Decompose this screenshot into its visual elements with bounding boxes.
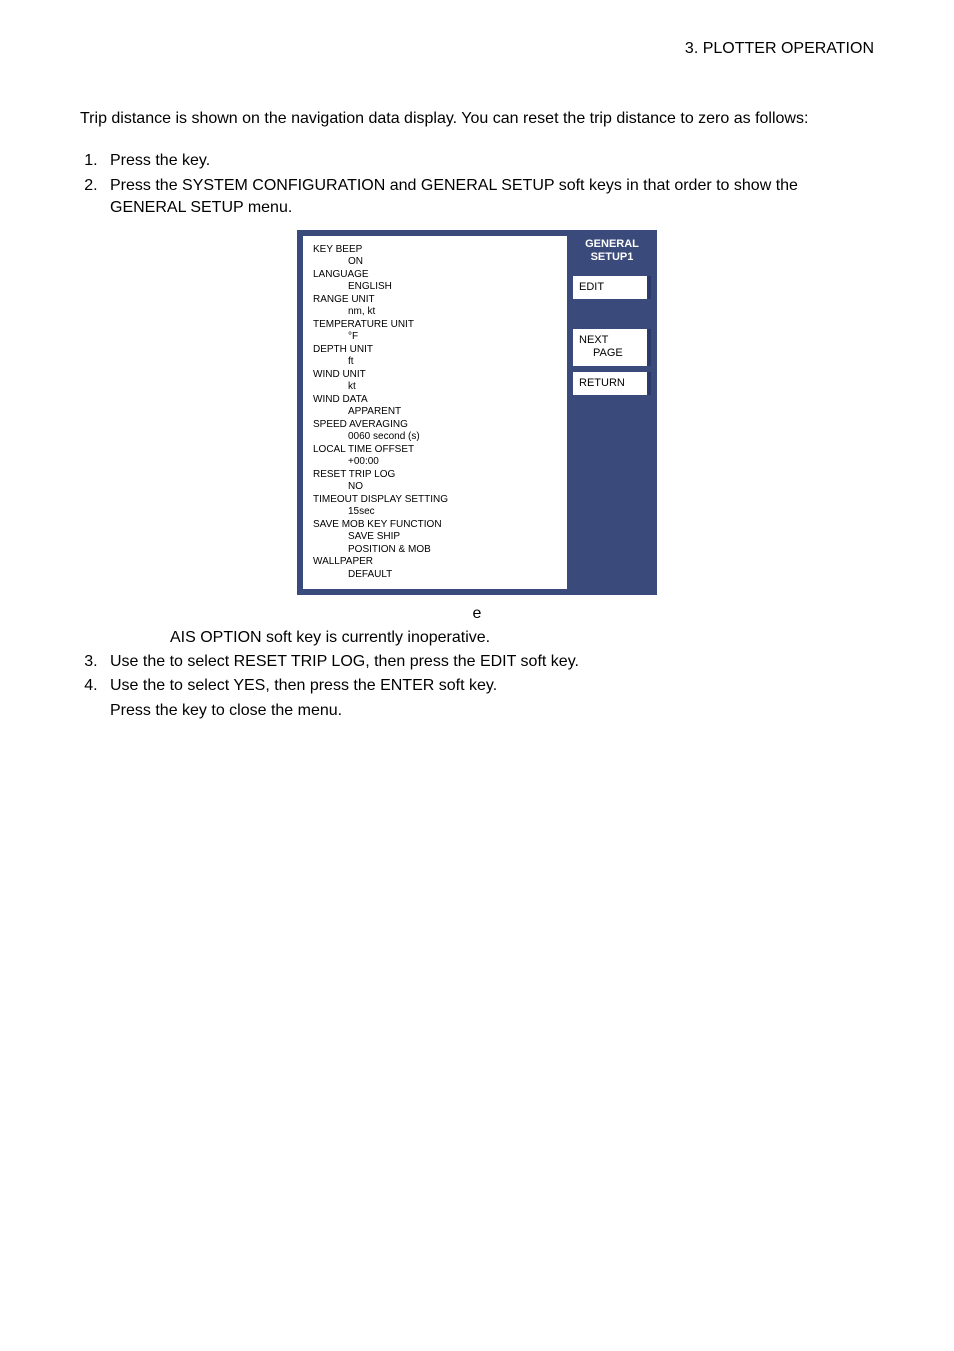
figure-caption: e [80, 605, 874, 623]
step-4: Use the to select YES, then press the EN… [102, 675, 874, 697]
setting-label: RESET TRIP LOG [313, 469, 557, 482]
setting-label: TIMEOUT DISPLAY SETTING [313, 494, 557, 507]
return-softkey[interactable]: RETURN [573, 372, 651, 395]
next-line1: NEXT [579, 334, 608, 346]
menu-figure: KEY BEEP ON LANGUAGE ENGLISH RANGE UNIT … [80, 230, 874, 596]
setting-value: NO [313, 481, 557, 494]
setting-value: ON [313, 256, 557, 269]
softkey-title: GENERAL SETUP1 [573, 236, 651, 270]
intro-paragraph: Trip distance is shown on the navigation… [80, 108, 874, 130]
setting-value: SAVE SHIP [313, 531, 557, 544]
setting-label: WALLPAPER [313, 556, 557, 569]
edit-softkey[interactable]: EDIT [573, 276, 651, 299]
setting-value: °F [313, 331, 557, 344]
setting-label: WIND UNIT [313, 369, 557, 382]
setting-label: LANGUAGE [313, 269, 557, 282]
setting-value: +00:00 [313, 456, 557, 469]
note-ais: AIS OPTION soft key is currently inopera… [170, 629, 874, 647]
setting-value: 15sec [313, 506, 557, 519]
next-line2: PAGE [579, 347, 623, 359]
setting-label: RANGE UNIT [313, 294, 557, 307]
setting-label: SPEED AVERAGING [313, 419, 557, 432]
step-2: Press the SYSTEM CONFIGURATION and GENER… [102, 175, 874, 220]
setting-value: DEFAULT [313, 569, 557, 582]
setting-value: ENGLISH [313, 281, 557, 294]
setting-label: DEPTH UNIT [313, 344, 557, 357]
softkey-title-line2: SETUP1 [591, 251, 634, 263]
softkey-gap [573, 305, 651, 323]
menu-settings-panel: KEY BEEP ON LANGUAGE ENGLISH RANGE UNIT … [303, 236, 567, 590]
menu-box: KEY BEEP ON LANGUAGE ENGLISH RANGE UNIT … [297, 230, 657, 596]
next-page-softkey[interactable]: NEXT PAGE [573, 329, 651, 365]
setting-value: APPARENT [313, 406, 557, 419]
setting-value: ft [313, 356, 557, 369]
setting-value: kt [313, 381, 557, 394]
setting-value: 0060 second (s) [313, 431, 557, 444]
final-instruction: Press the key to close the menu. [110, 700, 874, 722]
steps-list-2: Use the to select RESET TRIP LOG, then p… [80, 651, 874, 698]
step-3: Use the to select RESET TRIP LOG, then p… [102, 651, 874, 673]
section-header: 3. PLOTTER OPERATION [80, 40, 874, 58]
menu-softkeys: GENERAL SETUP1 EDIT NEXT PAGE RETURN [567, 236, 651, 590]
setting-label: SAVE MOB KEY FUNCTION [313, 519, 557, 532]
setting-label: WIND DATA [313, 394, 557, 407]
softkey-title-line1: GENERAL [585, 238, 639, 250]
setting-label: KEY BEEP [313, 244, 557, 257]
setting-value: POSITION & MOB [313, 544, 557, 557]
steps-list-1: Press the key. Press the SYSTEM CONFIGUR… [80, 150, 874, 219]
setting-label: LOCAL TIME OFFSET [313, 444, 557, 457]
setting-label: TEMPERATURE UNIT [313, 319, 557, 332]
setting-value: nm, kt [313, 306, 557, 319]
step-1: Press the key. [102, 150, 874, 172]
